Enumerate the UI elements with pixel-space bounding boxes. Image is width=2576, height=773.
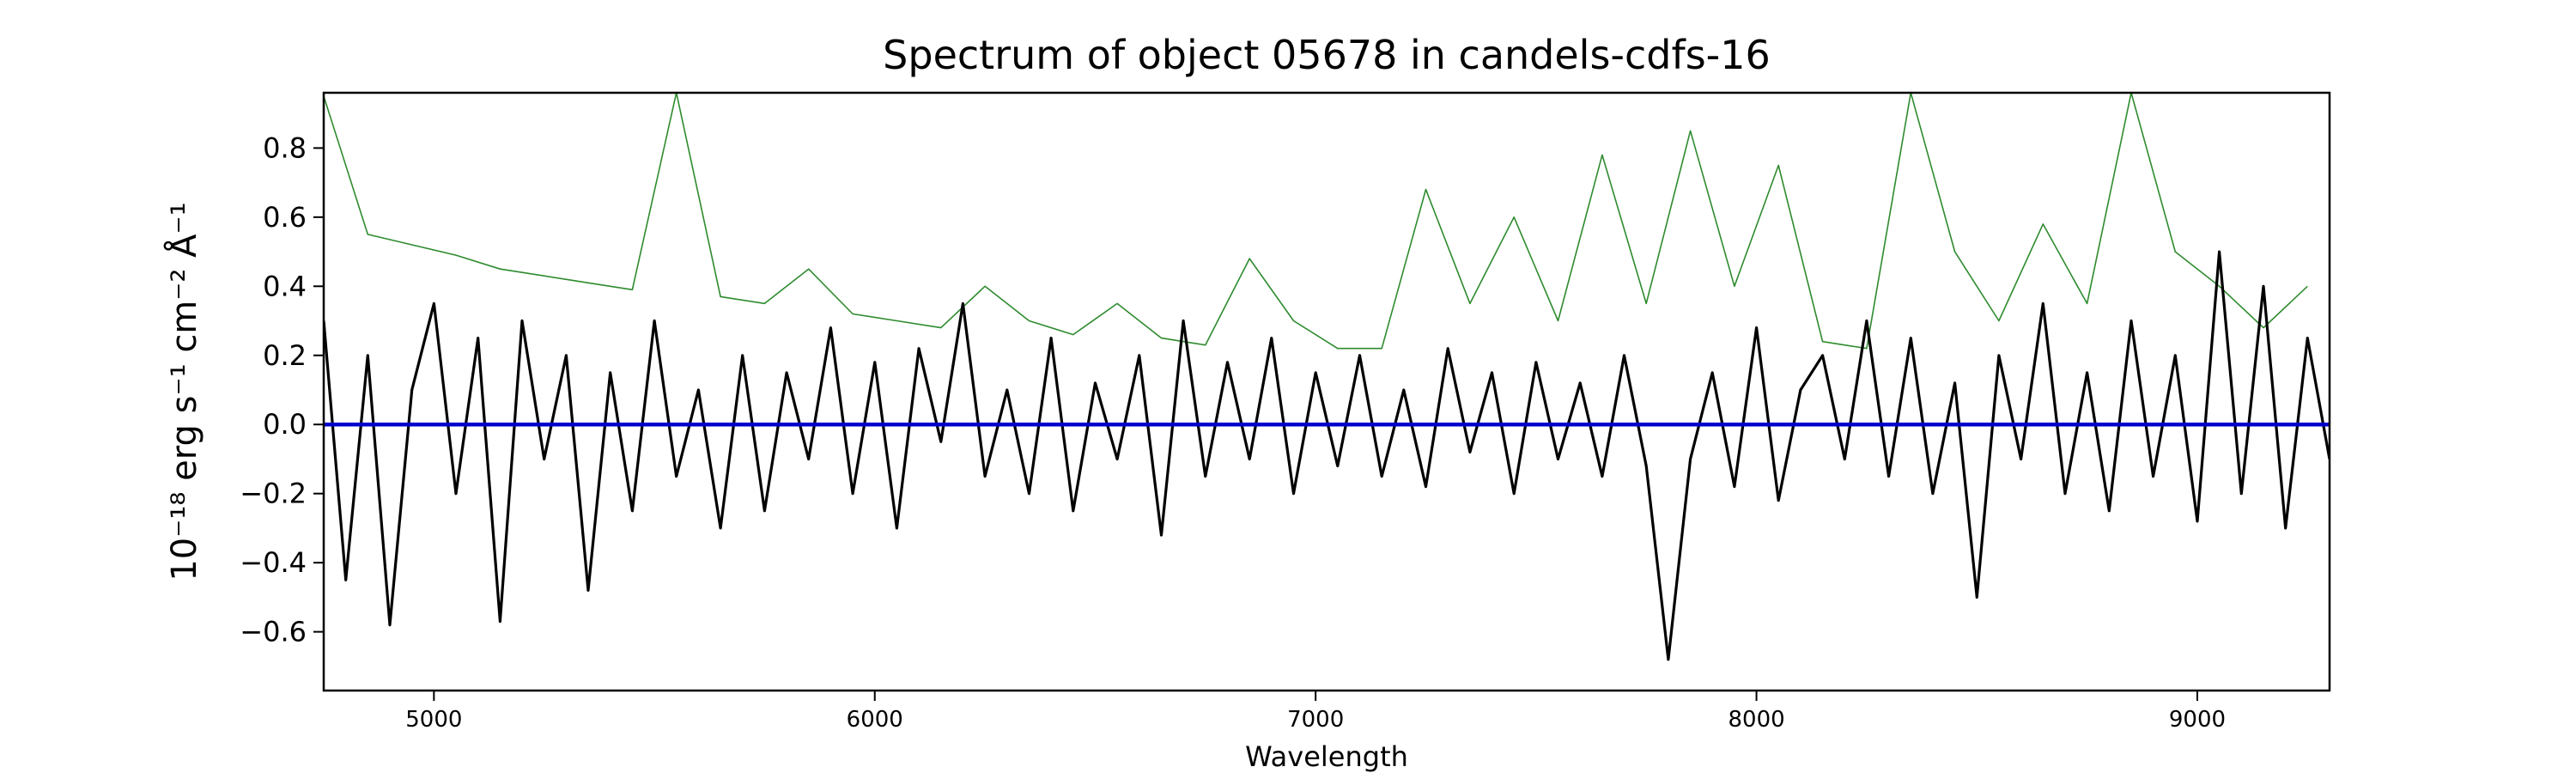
- x-tick-label: 5000: [405, 707, 462, 733]
- y-tick-label: −0.2: [240, 478, 307, 510]
- x-tick-label: 9000: [2169, 707, 2226, 733]
- y-tick-label: 0.2: [263, 339, 307, 372]
- y-tick-label: 0.0: [263, 408, 307, 441]
- y-tick-label: 0.4: [263, 270, 307, 302]
- x-tick-label: 8000: [1728, 707, 1784, 733]
- axes-frame: [322, 91, 2331, 692]
- plot-area: [324, 93, 2330, 661]
- x-tick-label: 7000: [1287, 707, 1344, 733]
- y-tick-label: −0.6: [240, 616, 307, 648]
- y-tick-label: −0.4: [240, 546, 307, 579]
- spectrum-line: [324, 250, 2330, 661]
- spectrum-line: [324, 93, 2308, 350]
- x-tick-label: 6000: [847, 707, 903, 733]
- y-tick-label: 0.8: [263, 131, 307, 164]
- y-tick-label: 0.6: [263, 201, 307, 234]
- chart-title: Spectrum of object 05678 in candels-cdfs…: [883, 32, 1771, 78]
- x-axis-label: Wavelength: [1245, 740, 1408, 773]
- y-axis-label: 10⁻¹⁸ erg s⁻¹ cm⁻² Å⁻¹: [163, 202, 204, 581]
